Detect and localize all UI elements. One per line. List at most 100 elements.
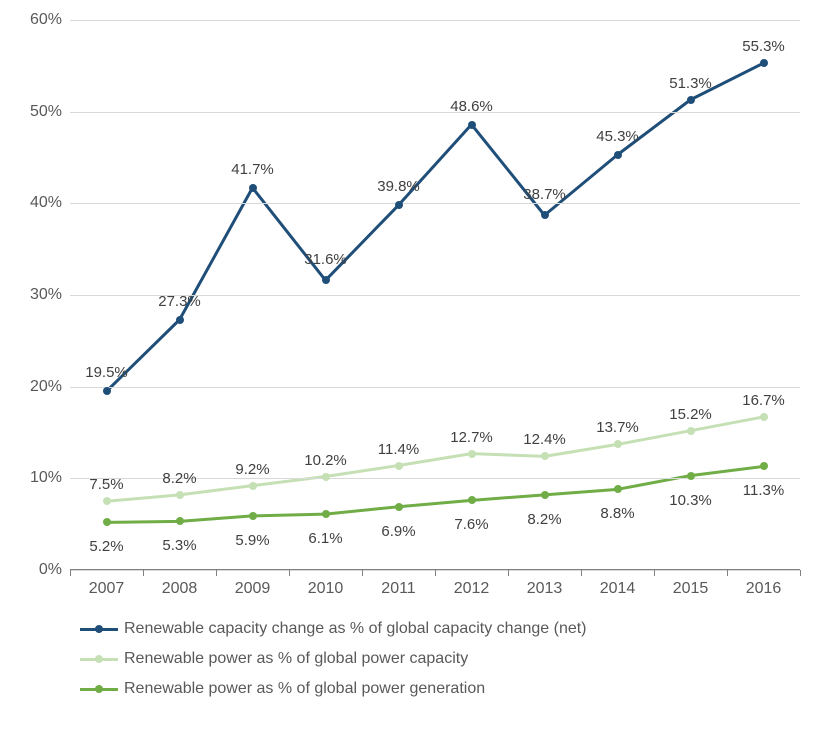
x-tick [581, 20, 582, 570]
point-label-power_generation: 5.3% [162, 537, 196, 554]
point-label-capacity_change: 31.6% [304, 251, 347, 268]
x-tick-mark [727, 570, 728, 576]
point-label-power_capacity: 10.2% [304, 452, 347, 469]
x-tick [654, 20, 655, 570]
chart-container: 0% 10% 20% 30% 40% 50% 60% 2007 2008 2009 2010 2011… [0, 0, 825, 743]
x-tick-label: 2012 [454, 570, 490, 598]
series-marker-power_generation [760, 462, 768, 470]
series-marker-capacity_change [103, 387, 111, 395]
point-label-capacity_change: 39.8% [377, 178, 420, 195]
series-marker-power_capacity [322, 473, 330, 481]
point-label-power_generation: 5.2% [89, 538, 123, 555]
x-tick-mark [508, 570, 509, 576]
point-label-power_generation: 6.9% [381, 523, 415, 540]
legend-swatch-icon [80, 625, 118, 633]
series-marker-power_capacity [760, 413, 768, 421]
series-marker-power_capacity [103, 497, 111, 505]
legend: Renewable capacity change as % of global… [80, 620, 800, 710]
x-tick-label: 2014 [600, 570, 636, 598]
x-tick-mark [216, 570, 217, 576]
point-label-capacity_change: 27.3% [158, 293, 201, 310]
y-tick-label: 60% [30, 11, 70, 29]
series-marker-power_generation [614, 485, 622, 493]
y-tick-label: 20% [30, 378, 70, 396]
point-label-power_generation: 10.3% [669, 492, 712, 509]
point-label-capacity_change: 48.6% [450, 98, 493, 115]
point-label-power_capacity: 11.4% [378, 441, 419, 458]
series-marker-power_generation [322, 510, 330, 518]
point-label-capacity_change: 41.7% [231, 161, 274, 178]
point-label-power_capacity: 9.2% [235, 461, 269, 478]
x-tick-mark [435, 570, 436, 576]
y-tick-label: 10% [30, 469, 70, 487]
series-marker-power_capacity [541, 452, 549, 460]
series-marker-power_generation [541, 491, 549, 499]
legend-label: Renewable power as % of global power cap… [124, 650, 468, 668]
y-tick-label: 50% [30, 103, 70, 121]
series-marker-capacity_change [541, 211, 549, 219]
x-tick-label: 2009 [235, 570, 271, 598]
x-tick [216, 20, 217, 570]
series-marker-power_generation [468, 496, 476, 504]
legend-label: Renewable capacity change as % of global… [124, 620, 587, 638]
point-label-capacity_change: 19.5% [85, 364, 128, 381]
legend-item-power_generation: Renewable power as % of global power gen… [80, 680, 800, 698]
point-label-power_capacity: 13.7% [596, 419, 639, 436]
series-marker-power_generation [395, 503, 403, 511]
x-tick-mark [362, 570, 363, 576]
x-tick-mark [70, 570, 71, 576]
series-marker-capacity_change [614, 151, 622, 159]
series-marker-power_generation [249, 512, 257, 520]
point-label-power_generation: 8.2% [527, 511, 561, 528]
x-tick-label: 2008 [162, 570, 198, 598]
x-tick-mark [289, 570, 290, 576]
series-marker-power_capacity [395, 462, 403, 470]
point-label-power_generation: 6.1% [308, 530, 342, 547]
point-label-power_capacity: 16.7% [742, 392, 785, 409]
x-tick-mark [143, 570, 144, 576]
x-tick-label: 2016 [746, 570, 782, 598]
series-marker-power_capacity [176, 491, 184, 499]
legend-swatch-icon [80, 685, 118, 693]
x-tick-mark [800, 570, 801, 576]
x-tick-label: 2007 [89, 570, 125, 598]
x-tick [800, 20, 801, 570]
point-label-capacity_change: 51.3% [669, 75, 712, 92]
point-label-capacity_change: 38.7% [523, 186, 566, 203]
point-label-capacity_change: 55.3% [742, 38, 785, 55]
x-tick-label: 2011 [381, 570, 415, 598]
x-tick [435, 20, 436, 570]
series-marker-capacity_change [760, 59, 768, 67]
point-label-power_capacity: 8.2% [162, 470, 196, 487]
x-tick-label: 2013 [527, 570, 563, 598]
point-label-power_generation: 8.8% [600, 505, 634, 522]
point-label-power_generation: 11.3% [743, 482, 784, 499]
point-label-capacity_change: 45.3% [596, 128, 639, 145]
y-tick-label: 30% [30, 286, 70, 304]
series-marker-power_capacity [249, 482, 257, 490]
y-tick-label: 40% [30, 194, 70, 212]
y-tick-label: 0% [39, 561, 70, 579]
legend-item-capacity_change: Renewable capacity change as % of global… [80, 620, 800, 638]
x-tick-mark [581, 570, 582, 576]
x-tick-mark [654, 570, 655, 576]
legend-swatch-icon [80, 655, 118, 663]
legend-item-power_capacity: Renewable power as % of global power cap… [80, 650, 800, 668]
point-label-power_capacity: 12.4% [523, 431, 566, 448]
x-tick-label: 2010 [308, 570, 344, 598]
series-marker-capacity_change [468, 121, 476, 129]
series-marker-capacity_change [395, 201, 403, 209]
series-marker-power_capacity [614, 440, 622, 448]
point-label-power_generation: 5.9% [235, 532, 269, 549]
x-tick [143, 20, 144, 570]
x-tick [727, 20, 728, 570]
series-marker-capacity_change [687, 96, 695, 104]
plot-area: 0%10%20%30%40%50%60%20072008200920102011… [70, 20, 800, 570]
point-label-power_capacity: 12.7% [450, 429, 493, 446]
series-marker-power_generation [103, 518, 111, 526]
x-tick-label: 2015 [673, 570, 709, 598]
x-tick [508, 20, 509, 570]
series-marker-power_capacity [468, 450, 476, 458]
series-marker-capacity_change [249, 184, 257, 192]
series-marker-power_generation [687, 472, 695, 480]
